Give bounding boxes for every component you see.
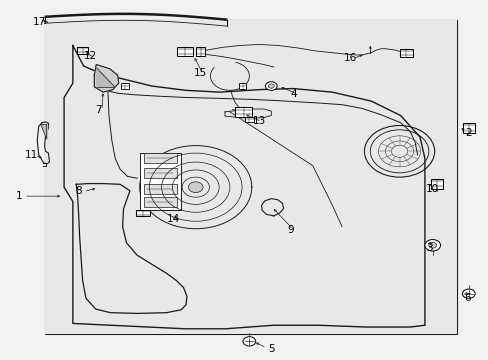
Bar	[77, 46, 88, 54]
Text: 8: 8	[75, 186, 82, 196]
Bar	[462, 123, 474, 134]
Bar	[121, 83, 129, 89]
Text: 10: 10	[425, 184, 438, 194]
Text: 7: 7	[95, 105, 102, 115]
Text: 17: 17	[33, 17, 46, 27]
Bar	[234, 107, 252, 117]
Text: 4: 4	[289, 89, 296, 99]
Text: 11: 11	[25, 150, 38, 160]
Text: 13: 13	[252, 116, 265, 126]
Text: 14: 14	[167, 215, 180, 224]
Bar	[44, 21, 456, 334]
Bar	[143, 168, 177, 178]
Bar	[143, 184, 177, 194]
Bar	[140, 153, 181, 211]
Polygon shape	[97, 68, 115, 87]
Bar	[238, 83, 246, 89]
Bar	[399, 49, 412, 57]
Bar	[136, 210, 150, 216]
Circle shape	[243, 337, 255, 346]
Circle shape	[265, 82, 277, 90]
Text: 1: 1	[16, 191, 22, 201]
Bar	[244, 117, 253, 122]
Polygon shape	[41, 125, 46, 139]
Text: 5: 5	[267, 343, 274, 354]
Bar	[430, 179, 442, 189]
Bar	[195, 47, 205, 56]
Bar	[143, 153, 177, 163]
Circle shape	[268, 84, 274, 88]
Text: 2: 2	[465, 129, 471, 138]
Circle shape	[462, 289, 474, 298]
Text: 9: 9	[287, 225, 294, 235]
Circle shape	[424, 239, 440, 251]
Bar	[44, 21, 456, 334]
Text: 15: 15	[194, 68, 207, 78]
Circle shape	[428, 242, 436, 248]
Text: 12: 12	[84, 51, 97, 61]
Circle shape	[188, 182, 203, 193]
Bar	[177, 47, 192, 56]
Bar	[143, 197, 177, 207]
Text: 16: 16	[344, 53, 357, 63]
Text: 6: 6	[464, 293, 470, 303]
Polygon shape	[94, 64, 119, 92]
Text: 3: 3	[426, 243, 432, 253]
